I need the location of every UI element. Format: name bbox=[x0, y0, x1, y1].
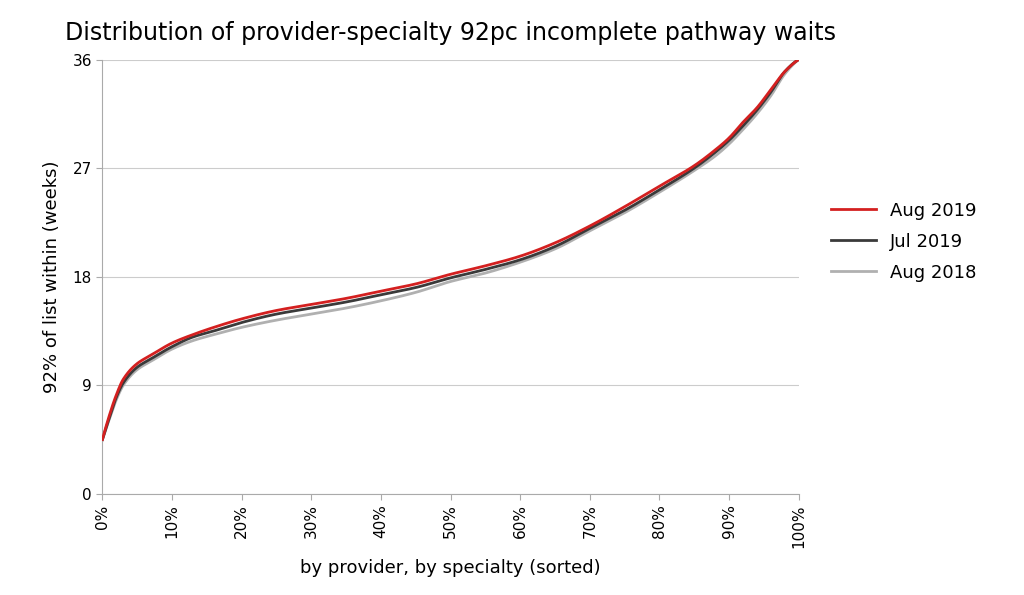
Aug 2019 bbox=[96, 436, 109, 443]
X-axis label: by provider, by specialty (sorted): by provider, by specialty (sorted) bbox=[300, 559, 601, 577]
Jul 2019 bbox=[621, 206, 633, 213]
Aug 2019 bbox=[621, 202, 633, 209]
Aug 2018 bbox=[507, 261, 519, 268]
Jul 2019 bbox=[561, 237, 573, 244]
Aug 2019 bbox=[219, 320, 231, 327]
Y-axis label: 92% of list within (weeks): 92% of list within (weeks) bbox=[43, 161, 61, 393]
Aug 2019 bbox=[507, 255, 519, 262]
Aug 2018 bbox=[219, 328, 231, 335]
Jul 2019 bbox=[412, 284, 424, 291]
Jul 2019 bbox=[96, 436, 109, 443]
Aug 2019 bbox=[561, 234, 573, 241]
Aug 2018 bbox=[621, 208, 633, 215]
Legend: Aug 2019, Jul 2019, Aug 2018: Aug 2019, Jul 2019, Aug 2018 bbox=[821, 193, 986, 291]
Aug 2018 bbox=[96, 436, 109, 443]
Jul 2019 bbox=[793, 56, 805, 63]
Title: Distribution of provider-specialty 92pc incomplete pathway waits: Distribution of provider-specialty 92pc … bbox=[66, 21, 836, 45]
Line: Aug 2019: Aug 2019 bbox=[102, 60, 799, 440]
Jul 2019 bbox=[275, 309, 288, 317]
Aug 2018 bbox=[561, 239, 573, 246]
Jul 2019 bbox=[219, 324, 231, 331]
Aug 2018 bbox=[793, 56, 805, 63]
Aug 2019 bbox=[793, 56, 805, 63]
Line: Aug 2018: Aug 2018 bbox=[102, 60, 799, 440]
Aug 2018 bbox=[275, 315, 288, 322]
Aug 2019 bbox=[275, 306, 288, 313]
Line: Jul 2019: Jul 2019 bbox=[102, 60, 799, 440]
Jul 2019 bbox=[507, 258, 519, 265]
Aug 2018 bbox=[412, 289, 424, 296]
Aug 2019 bbox=[412, 280, 424, 287]
